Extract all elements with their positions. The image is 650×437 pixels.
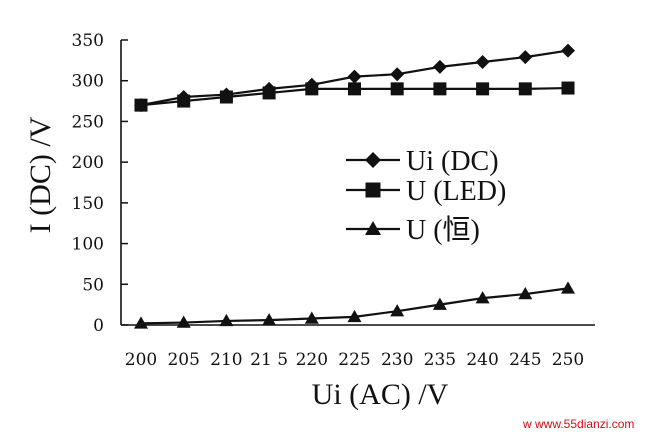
data-point	[476, 82, 490, 96]
series-layer	[134, 43, 575, 329]
data-point	[390, 67, 405, 82]
x-tick-label: 235	[424, 350, 456, 370]
watermark: w www.55dianzi.com	[522, 417, 634, 431]
data-point	[432, 59, 447, 74]
data-point	[561, 43, 575, 58]
x-tick-label: 200	[125, 350, 157, 370]
data-point	[305, 82, 319, 96]
x-tick-labels: 200 205 210 21 5 220 225 230 235 240 245 250	[125, 350, 584, 370]
legend-item-1: Ui (DC)	[346, 146, 499, 177]
y-tick-label: 300	[72, 72, 104, 92]
data-point	[262, 86, 276, 100]
y-tick-labels: 0 50 100 150 200 250 300 350	[72, 31, 104, 336]
data-point	[561, 81, 575, 95]
series-2	[134, 81, 575, 112]
legend-item-2: U (LED)	[346, 176, 506, 207]
data-point	[304, 311, 319, 324]
data-point	[390, 82, 404, 96]
x-tick-label: 230	[381, 350, 413, 370]
y-tick-label: 200	[72, 153, 104, 173]
data-point	[262, 313, 277, 326]
legend-marker	[365, 221, 381, 235]
data-point	[176, 315, 191, 328]
y-tick-label: 50	[82, 275, 104, 295]
y-tick-label: 0	[93, 316, 104, 336]
data-point	[518, 50, 533, 65]
legend-label: Ui (DC)	[406, 146, 499, 177]
y-tick-label: 250	[72, 112, 104, 132]
data-point	[518, 82, 532, 96]
x-tick-label: 250	[552, 350, 584, 370]
data-point	[134, 98, 148, 112]
legend: Ui (DC)U (LED) U (恒)	[346, 146, 506, 246]
data-point	[177, 94, 191, 108]
data-point	[348, 82, 361, 96]
y-tick-label: 100	[72, 235, 104, 255]
data-point	[433, 82, 447, 96]
data-point	[561, 281, 575, 294]
data-point	[475, 54, 490, 69]
data-point	[390, 304, 405, 317]
data-point	[347, 309, 362, 323]
legend-label: U (LED)	[406, 176, 506, 207]
legend-label: U (恒)	[406, 214, 480, 246]
legend-marker	[365, 152, 381, 168]
data-point	[518, 287, 533, 300]
series-3	[134, 281, 575, 329]
data-point	[134, 316, 148, 329]
legend-item-3: U (恒)	[346, 214, 480, 246]
series-1	[134, 43, 575, 113]
data-point	[219, 90, 233, 104]
legend-marker	[365, 182, 381, 198]
x-tick-label: 245	[509, 350, 541, 370]
y-tick-label: 350	[72, 31, 104, 51]
data-point	[475, 291, 490, 304]
x-tick-label: 210	[210, 350, 242, 370]
x-tick-label: 225	[338, 350, 370, 370]
y-tick-label: 150	[72, 194, 104, 214]
x-axis-title: Ui (AC) /V	[312, 378, 449, 411]
x-tick-label: 240	[466, 350, 498, 370]
y-axis-title: I (DC) /V	[24, 116, 57, 233]
x-tick-label: 21 5	[250, 350, 288, 370]
data-point	[347, 69, 362, 84]
axes	[120, 39, 595, 326]
x-tick-label: 205	[167, 350, 199, 370]
data-point	[432, 297, 447, 310]
x-tick-label: 220	[296, 350, 328, 370]
data-point	[219, 313, 234, 327]
